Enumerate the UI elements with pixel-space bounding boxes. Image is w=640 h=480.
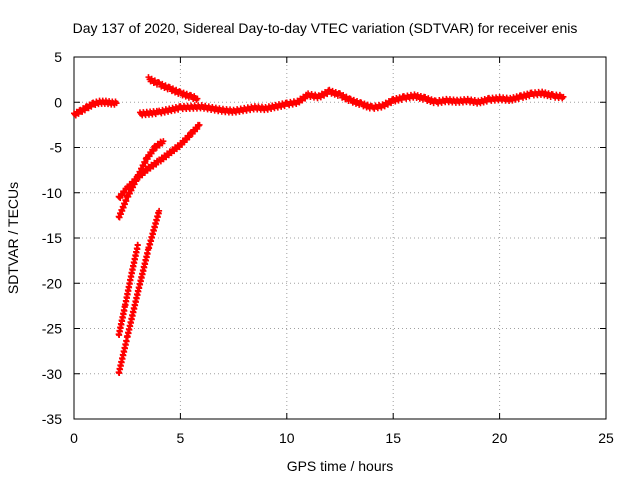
data-point	[75, 110, 82, 117]
y-tick-label: -35	[42, 411, 62, 427]
data-point	[196, 121, 203, 128]
series-arc-rising-b	[115, 138, 167, 221]
data-point	[194, 95, 201, 102]
x-tick-label: 5	[177, 430, 185, 446]
x-tick-label: 20	[492, 430, 508, 446]
x-axis-ticks: 0 5 10 15 20 25	[70, 57, 614, 446]
data-point	[398, 96, 405, 103]
data-point	[160, 138, 167, 145]
x-tick-label: 25	[598, 430, 614, 446]
data-point	[515, 95, 522, 102]
y-tick-label: -25	[42, 321, 62, 337]
y-axis-label: SDTVAR / TECUs	[5, 182, 21, 294]
y-tick-label: -20	[42, 275, 62, 291]
x-tick-label: 0	[70, 430, 78, 446]
data-point	[134, 242, 141, 249]
data-point	[113, 100, 120, 107]
chart-title: Day 137 of 2020, Sidereal Day-to-day VTE…	[73, 20, 578, 36]
series-arc-descending	[145, 74, 201, 103]
y-tick-label: -10	[42, 185, 62, 201]
data-point	[560, 93, 567, 100]
data-point	[388, 100, 395, 107]
y-tick-label: -5	[50, 140, 63, 156]
grid-lines	[74, 57, 606, 419]
series-arc-early	[71, 97, 120, 119]
series-arc-steep-a	[115, 207, 163, 377]
series-arc-rising-a	[115, 121, 203, 201]
data-point	[156, 207, 163, 214]
y-tick-label: -30	[42, 366, 62, 382]
data-point	[186, 134, 193, 141]
x-tick-label: 10	[279, 430, 295, 446]
x-tick-label: 15	[385, 430, 401, 446]
data-point	[281, 103, 288, 110]
series-arc-steep-b	[115, 241, 141, 339]
x-axis-label: GPS time / hours	[287, 458, 394, 474]
data-points	[71, 74, 567, 377]
data-point	[81, 107, 88, 114]
y-tick-label: 5	[54, 49, 62, 65]
y-tick-label: 0	[54, 94, 62, 110]
y-axis-ticks: -35 -30 -25 -20 -15 -10 -5 0 5	[42, 49, 606, 427]
data-point	[88, 103, 95, 110]
y-tick-label: -15	[42, 230, 62, 246]
series-arc-main	[136, 86, 567, 119]
